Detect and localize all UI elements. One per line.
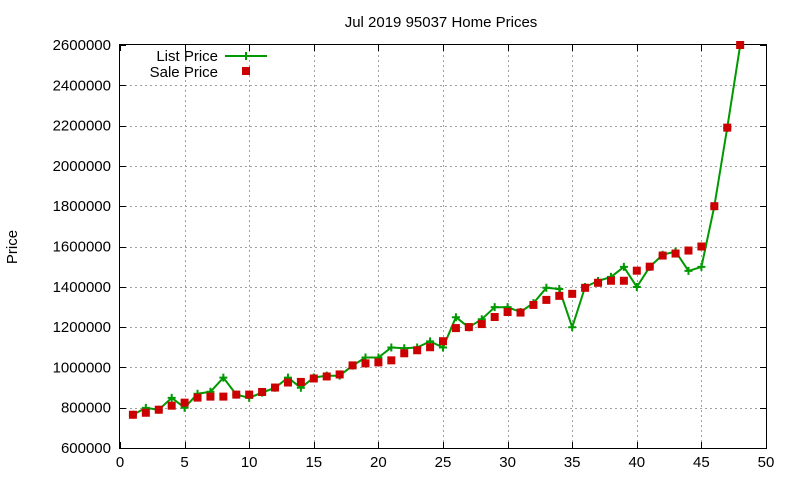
sale-price-point	[322, 372, 331, 381]
x-tick-label: 45	[693, 454, 710, 471]
sale-price-point	[335, 370, 344, 379]
sale-price-point	[193, 393, 202, 402]
sale-price-point	[296, 377, 305, 386]
sale-price-point	[374, 358, 383, 367]
sale-price-point	[619, 276, 628, 285]
y-tick-label: 1200000	[53, 319, 111, 336]
sale-price-point	[542, 295, 551, 304]
sale-price-point	[723, 123, 732, 132]
y-tick-label: 1000000	[53, 359, 111, 376]
sale-price-point	[658, 251, 667, 260]
x-tick-label: 40	[628, 454, 645, 471]
sale-price-point	[400, 349, 409, 358]
y-tick-label: 2400000	[53, 77, 111, 94]
sale-price-point	[180, 398, 189, 407]
sale-price-point	[128, 410, 137, 419]
sale-price-point	[361, 359, 370, 368]
sale-price-point	[606, 276, 615, 285]
sale-price-point	[413, 346, 422, 355]
sale-price-point	[503, 307, 512, 316]
x-tick-label: 20	[370, 454, 387, 471]
y-tick-label: 1600000	[53, 239, 111, 256]
y-axis-label: Price	[4, 230, 21, 264]
list-price-point	[167, 393, 176, 402]
sale-price-point	[167, 401, 176, 410]
list-price-point	[632, 283, 641, 292]
sale-price-point	[154, 405, 163, 414]
sale-price-point	[271, 383, 280, 392]
legend-swatches	[225, 52, 267, 75]
list-price-point	[451, 313, 460, 322]
y-tick-label: 2000000	[53, 158, 111, 175]
x-tick-label: 10	[241, 454, 258, 471]
x-tick-label: 5	[180, 454, 188, 471]
list-price-point	[619, 262, 628, 271]
x-tick-label: 15	[305, 454, 322, 471]
y-tick-label: 1400000	[53, 279, 111, 296]
sale-price-point	[529, 300, 538, 309]
sale-price-point	[439, 337, 447, 346]
sale-price-point	[632, 266, 641, 275]
sale-price-point	[490, 313, 499, 322]
sale-price-point	[568, 289, 577, 298]
sale-price-point	[684, 246, 693, 255]
list-price-point	[219, 373, 228, 382]
sale-price-point	[141, 408, 150, 417]
sale-price-point	[348, 361, 357, 370]
list-price-point	[697, 262, 706, 271]
sale-price-point	[555, 291, 564, 300]
x-tick-label: 25	[435, 454, 452, 471]
list-price-point	[490, 303, 499, 312]
sale-price-point	[516, 308, 525, 317]
x-tick-label: 0	[116, 454, 124, 471]
legend-label-sale-price: Sale Price	[150, 64, 218, 81]
sale-price-point	[219, 392, 228, 401]
y-tick-label: 600000	[61, 440, 111, 457]
sale-price-point	[697, 242, 706, 251]
sale-price-point	[451, 324, 460, 333]
axis-ticks: 0 5 10 15 20 25 30 35 40 45 50 600000 800000 1000000 1…	[53, 37, 775, 471]
y-tick-label: 2600000	[53, 37, 111, 54]
legend-marker-list-price	[242, 52, 250, 60]
sale-price-point	[309, 374, 318, 383]
plot-frame	[119, 44, 767, 449]
y-tick-label: 800000	[61, 400, 111, 417]
sale-price-point	[710, 202, 719, 211]
sale-price-point	[258, 387, 267, 396]
x-tick-label: 35	[564, 454, 581, 471]
list-price-point	[568, 323, 577, 332]
sale-price-point	[426, 343, 435, 352]
sale-price-point	[736, 41, 745, 49]
sale-price-point	[477, 320, 486, 329]
sale-price-point	[464, 323, 473, 332]
list-price-line	[132, 45, 742, 416]
list-price-point	[542, 283, 551, 292]
legend: List Price Sale Price	[150, 48, 267, 81]
legend-label-list-price: List Price	[156, 48, 218, 65]
x-tick-label: 50	[758, 454, 775, 471]
legend-swatch-sale-price	[242, 67, 250, 75]
sale-price-point	[645, 262, 654, 271]
y-tick-label: 2200000	[53, 118, 111, 135]
grid-lines	[120, 45, 766, 448]
y-tick-label: 1800000	[53, 198, 111, 215]
sale-price-point	[206, 392, 215, 401]
sale-price-point	[232, 390, 241, 399]
list-price-point	[684, 266, 693, 275]
sale-price-point	[245, 390, 254, 399]
sale-price-point	[594, 278, 603, 287]
list-price-point	[387, 343, 396, 352]
x-tick-label: 30	[499, 454, 516, 471]
series-layer	[128, 41, 745, 419]
sale-price-point	[671, 249, 680, 258]
sale-price-point	[387, 356, 396, 365]
list-price-point	[555, 285, 564, 294]
sale-price-point	[581, 283, 590, 292]
chart-title: Jul 2019 95037 Home Prices	[345, 14, 538, 31]
sale-price-point	[283, 378, 292, 387]
